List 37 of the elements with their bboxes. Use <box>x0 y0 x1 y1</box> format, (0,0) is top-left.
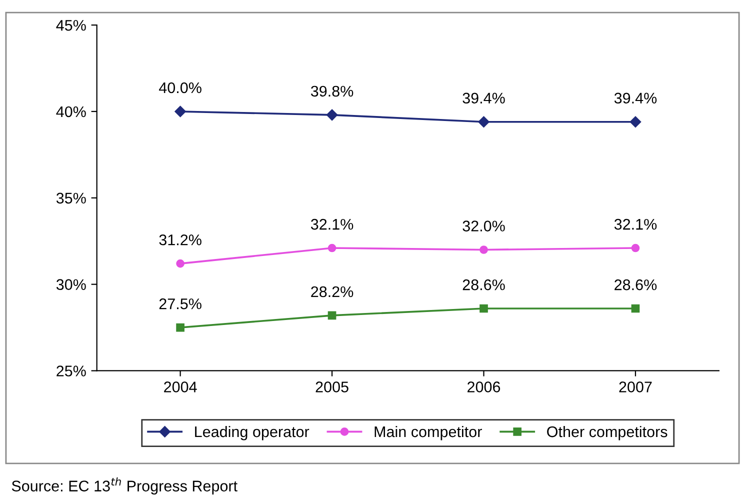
point <box>176 323 184 332</box>
point <box>328 244 336 252</box>
source-note: Source: EC 13$^{th}$ Progress Report <box>12 477 238 494</box>
point <box>174 106 186 118</box>
point <box>480 304 488 313</box>
y-tick-label: 25% <box>56 366 86 376</box>
point <box>480 246 488 254</box>
y-tick-label: 45% <box>56 20 86 31</box>
data-label: 31.2% <box>159 234 202 246</box>
data-label: 39.4% <box>462 92 505 104</box>
point <box>326 109 338 121</box>
data-label: 28.2% <box>311 286 354 298</box>
point <box>176 259 184 268</box>
point <box>328 311 336 320</box>
x-tick-label: 2005 <box>316 382 348 392</box>
y-tick-label: 35% <box>56 192 86 204</box>
data-label: 39.4% <box>614 92 657 104</box>
x-tick-label: 2007 <box>619 382 652 392</box>
data-label: 39.8% <box>310 86 354 97</box>
data-label: 32.0% <box>462 220 505 232</box>
point <box>630 116 642 128</box>
x-tick-label: 2004 <box>164 382 197 392</box>
data-label: 40.0% <box>158 82 202 94</box>
y-tick-label: 40% <box>56 106 86 118</box>
legend-label: Leading operator <box>195 426 310 440</box>
point <box>631 244 640 252</box>
point <box>631 304 640 313</box>
legend-label: Other competitors <box>547 426 668 440</box>
data-label: 27.5% <box>159 298 202 310</box>
data-label: 32.1% <box>614 218 657 230</box>
point <box>478 116 490 128</box>
data-label: 32.1% <box>310 218 354 230</box>
y-tick-label: 30% <box>56 279 86 290</box>
data-label: 28.6% <box>462 279 505 290</box>
legend-label: Main competitor <box>374 426 482 440</box>
x-tick-label: 2006 <box>468 382 500 392</box>
data-label: 28.6% <box>614 279 657 290</box>
